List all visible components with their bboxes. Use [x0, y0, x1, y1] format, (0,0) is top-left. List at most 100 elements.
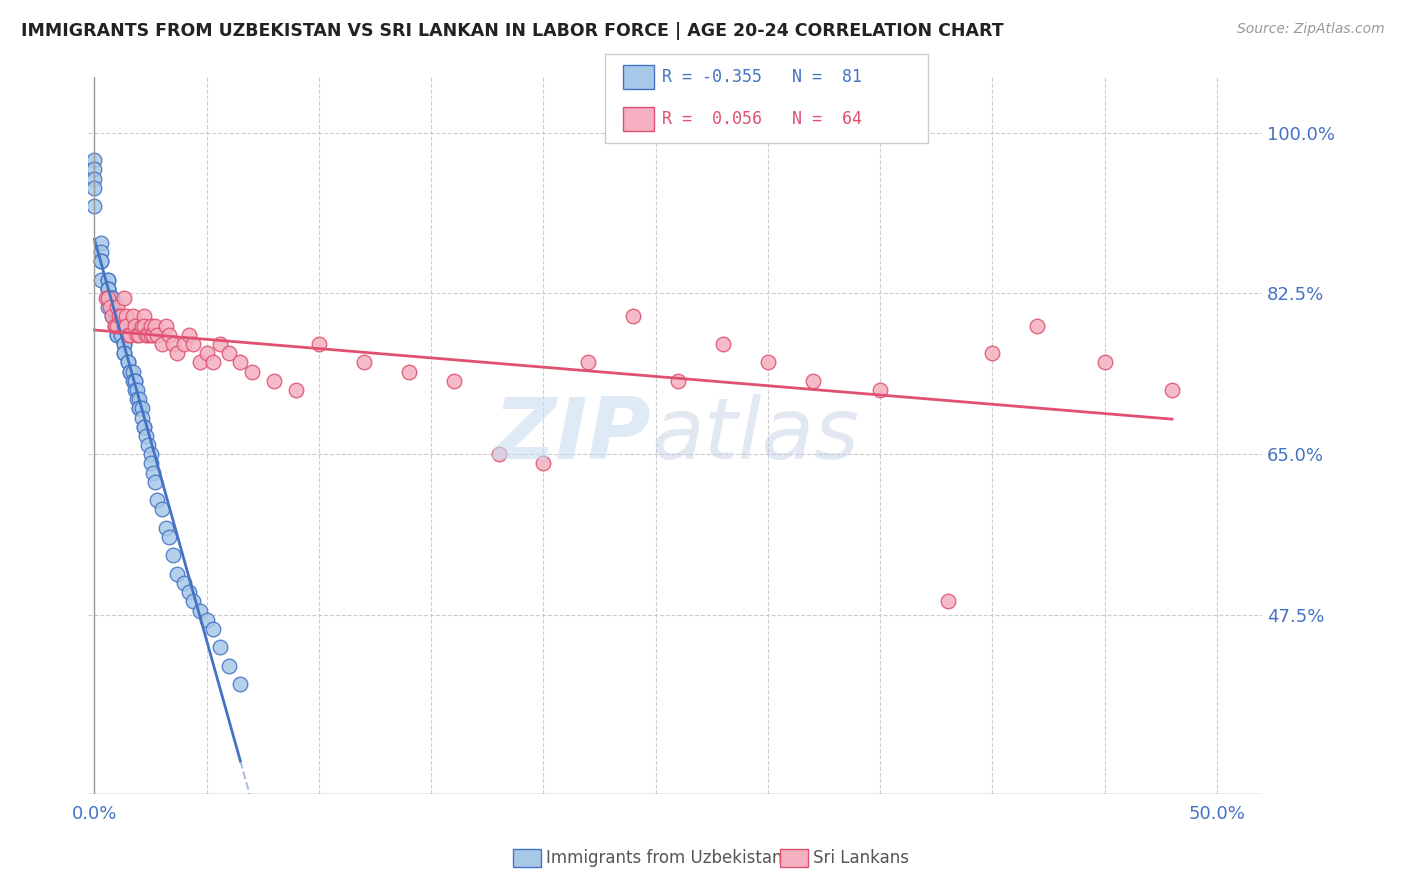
Point — [125, 392, 148, 406]
Point — [146, 493, 169, 508]
Point — [101, 300, 124, 314]
Point — [162, 337, 184, 351]
Point — [150, 337, 173, 351]
Point — [209, 337, 232, 351]
Point — [177, 585, 200, 599]
Point — [240, 365, 263, 379]
Point — [177, 327, 200, 342]
Point — [135, 327, 157, 342]
Point — [105, 310, 128, 324]
Point — [181, 337, 204, 351]
Point — [142, 327, 165, 342]
Point — [195, 346, 218, 360]
Point — [101, 291, 124, 305]
Point — [229, 355, 252, 369]
Point — [869, 383, 891, 397]
Point — [136, 438, 159, 452]
Point — [188, 603, 211, 617]
Point — [202, 355, 225, 369]
Point — [121, 310, 143, 324]
Text: R =  0.056   N =  64: R = 0.056 N = 64 — [662, 110, 862, 128]
Point — [97, 273, 120, 287]
Point — [97, 282, 120, 296]
Point — [711, 337, 734, 351]
Point — [97, 291, 120, 305]
Point — [229, 677, 252, 691]
Point — [143, 475, 166, 489]
Point — [131, 410, 153, 425]
Point — [117, 355, 139, 369]
Point — [104, 310, 127, 324]
Point — [112, 346, 135, 360]
Point — [128, 392, 150, 406]
Point — [136, 327, 159, 342]
Point — [135, 429, 157, 443]
Point — [125, 327, 148, 342]
Point — [105, 327, 128, 342]
Point — [97, 300, 120, 314]
Text: atlas: atlas — [651, 394, 859, 477]
Point — [105, 318, 128, 333]
Point — [101, 291, 124, 305]
Point — [104, 318, 127, 333]
Point — [128, 401, 150, 416]
Point — [90, 254, 112, 268]
Point — [353, 355, 375, 369]
Point — [104, 318, 127, 333]
Point — [101, 310, 124, 324]
Point — [209, 640, 232, 655]
Point — [173, 576, 195, 591]
Point — [263, 374, 285, 388]
Point — [181, 594, 204, 608]
Point — [488, 447, 510, 461]
Text: Sri Lankans: Sri Lankans — [813, 849, 908, 867]
Point — [142, 466, 165, 480]
Point — [139, 457, 162, 471]
Point — [285, 383, 308, 397]
Point — [97, 282, 120, 296]
Point — [112, 291, 135, 305]
Point — [90, 273, 112, 287]
Point — [105, 318, 128, 333]
Point — [533, 457, 555, 471]
Text: ZIP: ZIP — [494, 394, 651, 477]
Point — [157, 327, 180, 342]
Text: Immigrants from Uzbekistan: Immigrants from Uzbekistan — [546, 849, 782, 867]
Point — [101, 291, 124, 305]
Point — [195, 613, 218, 627]
Point — [139, 327, 162, 342]
Point — [98, 300, 121, 314]
Point — [105, 300, 128, 314]
Point — [666, 374, 689, 388]
Point — [124, 318, 146, 333]
Point — [124, 374, 146, 388]
Point — [621, 310, 644, 324]
Point — [120, 365, 142, 379]
Point — [117, 327, 139, 342]
Point — [112, 337, 135, 351]
Point — [105, 318, 128, 333]
Point — [112, 337, 135, 351]
Point — [90, 254, 112, 268]
Point — [166, 566, 188, 581]
Point — [105, 327, 128, 342]
Point — [188, 355, 211, 369]
Point — [105, 318, 128, 333]
Point — [97, 291, 120, 305]
Point — [166, 346, 188, 360]
Point — [139, 447, 162, 461]
Point — [115, 310, 138, 324]
Point — [1161, 383, 1184, 397]
Point — [128, 401, 150, 416]
Point — [83, 171, 105, 186]
Text: Source: ZipAtlas.com: Source: ZipAtlas.com — [1237, 22, 1385, 37]
Point — [155, 318, 177, 333]
Point — [94, 291, 117, 305]
Point — [801, 374, 824, 388]
Point — [105, 310, 128, 324]
Point — [218, 346, 240, 360]
Point — [150, 502, 173, 516]
Point — [83, 180, 105, 194]
Point — [443, 374, 465, 388]
Point — [101, 310, 124, 324]
